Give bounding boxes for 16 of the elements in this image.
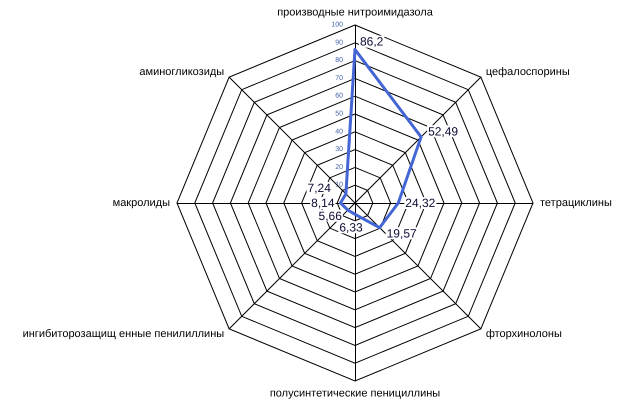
spoke-label: макролиды (112, 197, 170, 209)
data-label: 86,2 (360, 34, 384, 49)
spoke-label: аминогликозиды (139, 66, 224, 78)
spoke-label: полусинтетические пенициллины (270, 388, 440, 400)
spoke-label: фторхинолоны (486, 328, 562, 340)
spoke-label: цефалоспорины (486, 66, 570, 78)
spoke-label: тетрациклины (540, 197, 612, 209)
spoke-label: ингибиторозащищ енные пенилиллины (22, 328, 224, 340)
data-label: 6,33 (339, 220, 363, 234)
data-label: 8,14 (311, 196, 335, 210)
data-label: 5,66 (318, 208, 342, 223)
data-label: 19,57 (386, 226, 417, 240)
spoke-label: производные нитроимидазола (277, 6, 434, 18)
data-label: 7,24 (308, 180, 332, 195)
data-label: 24,32 (405, 196, 436, 210)
data-label: 52,49 (428, 124, 458, 138)
